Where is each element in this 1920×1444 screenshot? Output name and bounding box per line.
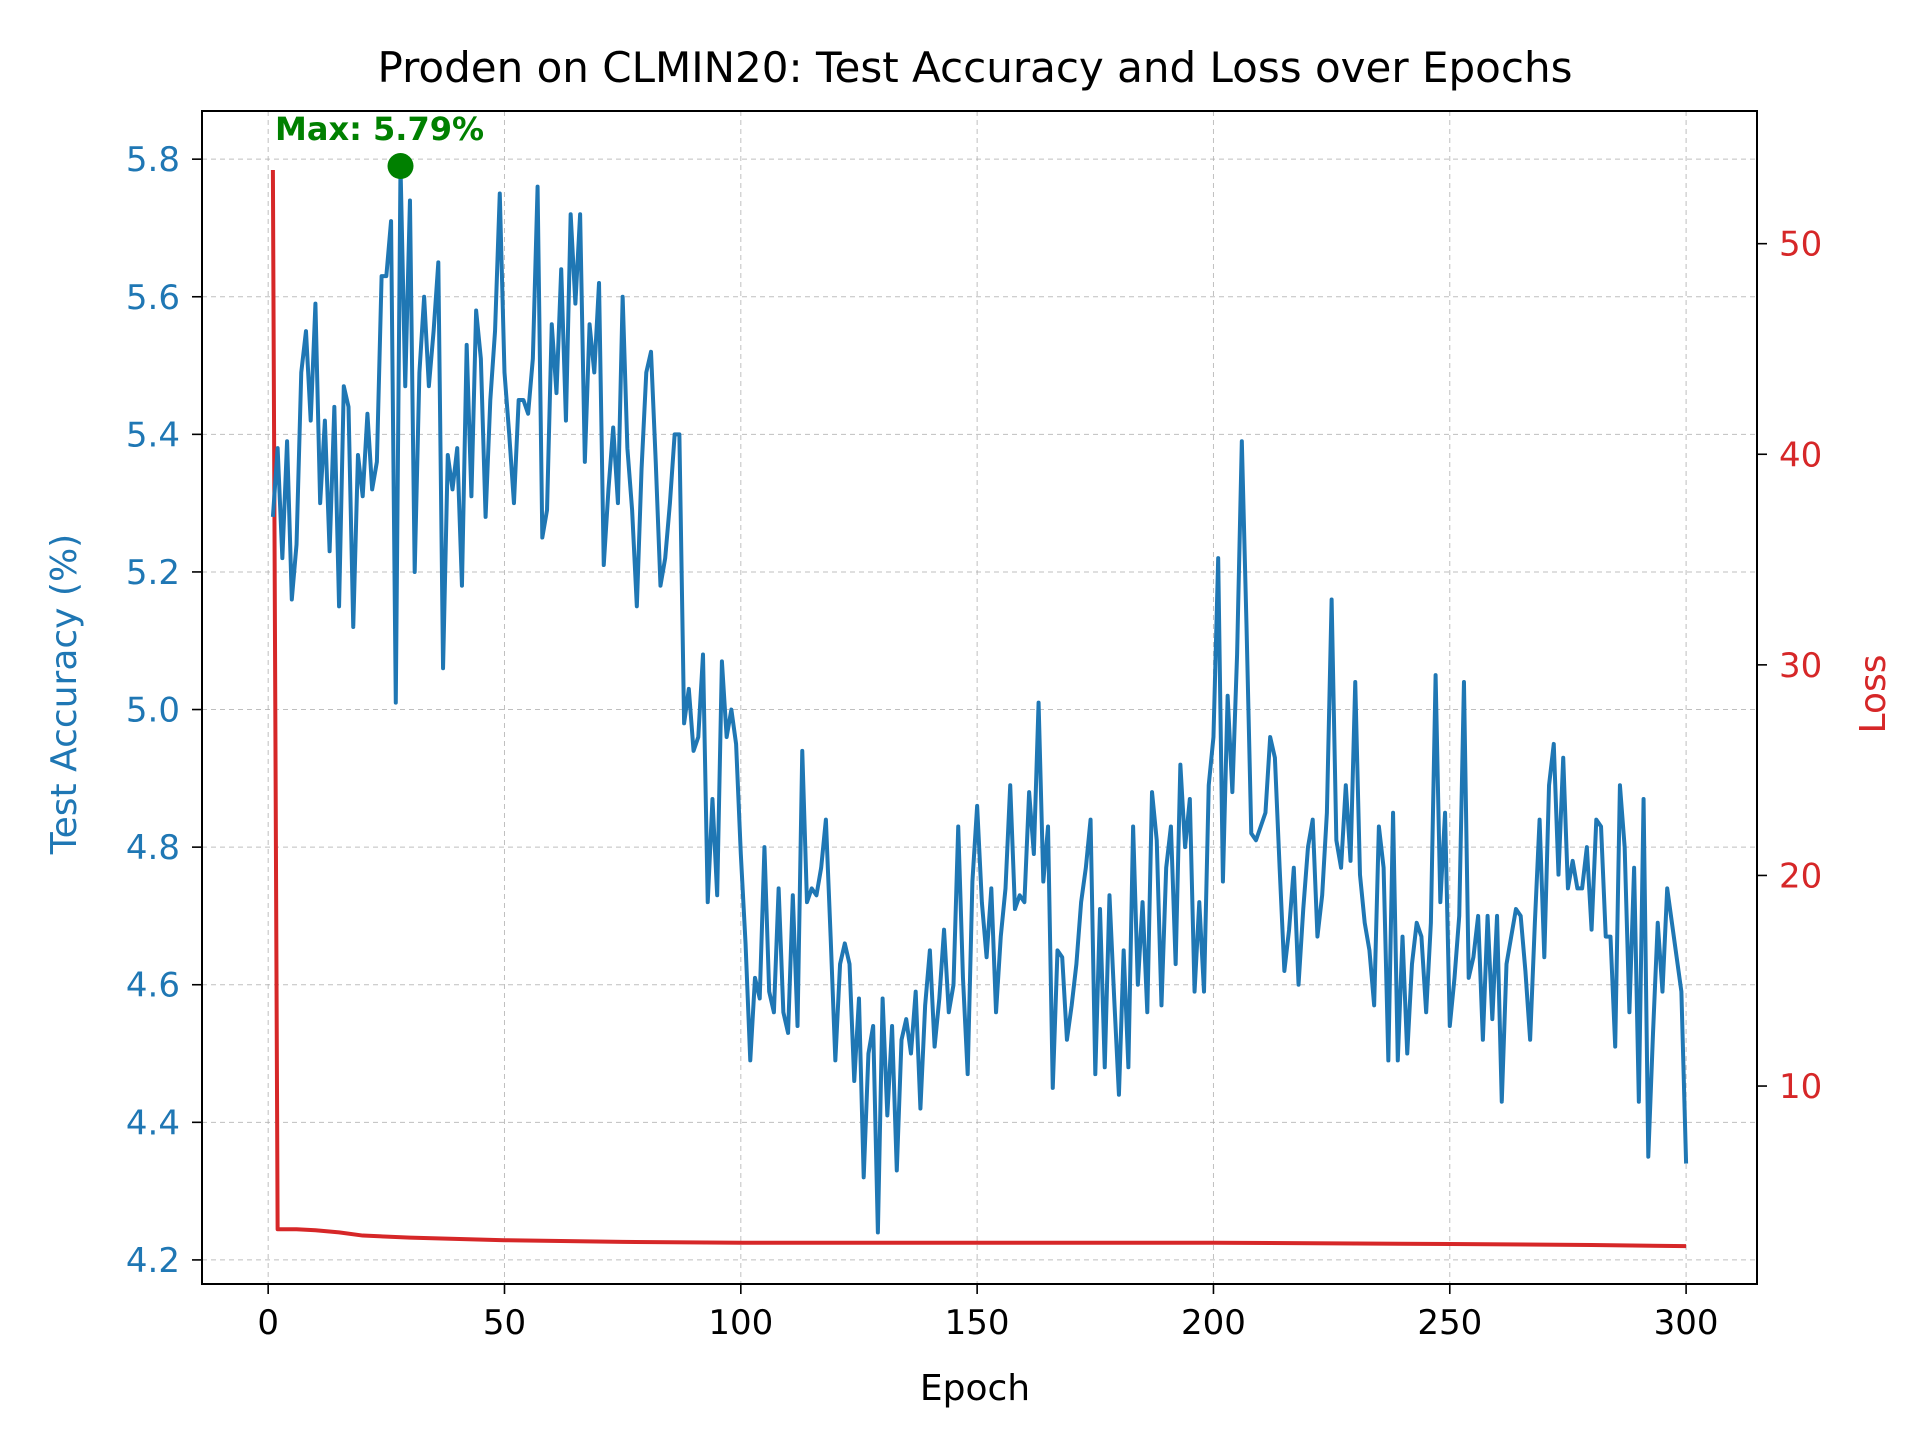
y-right-tick-label: 40 [1779, 435, 1822, 475]
y-right-tick-label: 10 [1779, 1067, 1822, 1107]
x-tick-label: 150 [945, 1303, 1010, 1343]
y-left-tick-label: 5.4 [126, 415, 180, 455]
y-left-tick-label: 4.4 [126, 1103, 180, 1143]
chart-title: Proden on CLMIN20: Test Accuracy and Los… [378, 43, 1573, 92]
x-tick-label: 200 [1181, 1303, 1246, 1343]
left-axis-ticks: 4.2 4.4 4.6 4.8 5.0 5.2 5.4 5.6 5.8 [126, 140, 202, 1281]
x-axis-label: Epoch [920, 1368, 1030, 1409]
max-marker-layer: Max: 5.79% [275, 110, 484, 180]
y-left-tick-label: 4.6 [126, 966, 180, 1006]
y-right-tick-label: 20 [1779, 856, 1822, 896]
x-tick-label: 50 [483, 1303, 526, 1343]
x-tick-label: 250 [1417, 1303, 1482, 1343]
loss-line [270, 169, 1687, 1249]
x-tick-label: 100 [708, 1303, 773, 1343]
y-left-tick-label: 4.2 [126, 1241, 180, 1281]
y-left-tick-label: 5.6 [126, 278, 180, 318]
y-left-tick-label: 5.2 [126, 553, 180, 593]
max-accuracy-marker [387, 153, 414, 180]
y-left-tick-label: 5.0 [126, 691, 180, 731]
y-right-tick-label: 30 [1779, 646, 1822, 686]
right-axis-ticks: 10 20 30 40 50 [1757, 225, 1822, 1107]
y-left-tick-label: 5.8 [126, 140, 180, 180]
loss-series-layer [270, 169, 1687, 1249]
y-right-tick-label: 50 [1779, 225, 1822, 265]
x-tick-label: 0 [257, 1303, 279, 1343]
x-tick-label: 300 [1654, 1303, 1719, 1343]
accuracy-line [270, 164, 1689, 1235]
y-axis-label-left: Test Accuracy (%) [44, 534, 85, 855]
y-left-tick-label: 4.8 [126, 828, 180, 868]
accuracy-series-layer [270, 164, 1689, 1235]
x-axis-ticks: 0 50 100 150 200 250 300 [257, 1284, 1719, 1343]
y-axis-label-right: Loss [1853, 655, 1894, 734]
plot-frame [201, 110, 1758, 1285]
max-accuracy-annotation: Max: 5.79% [275, 110, 484, 148]
grid-layer [202, 111, 1757, 1284]
